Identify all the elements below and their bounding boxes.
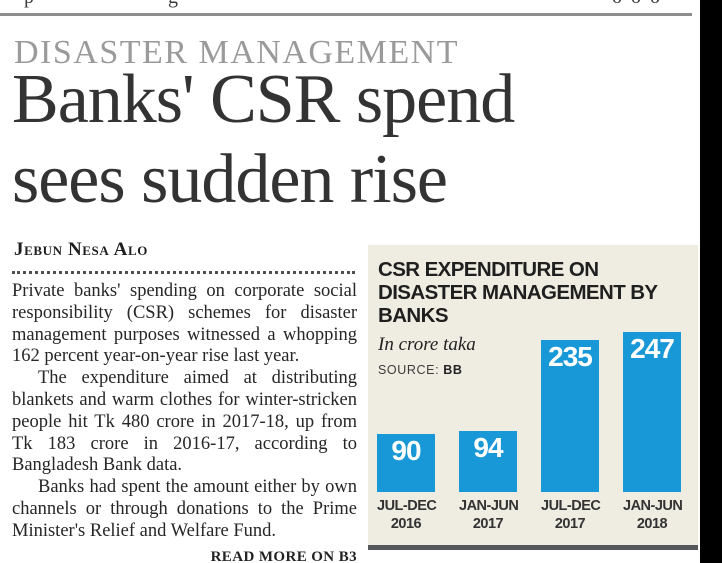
source-label: SOURCE: [378, 363, 440, 377]
body-paragraph: Private banks' spending on corporate soc… [12, 281, 357, 367]
cropped-text-fragment: p [24, 0, 36, 9]
chart-unit-note: In crore taka [378, 334, 476, 355]
byline-dotted-rule [12, 271, 355, 274]
bar-value-label: 247 [630, 333, 675, 364]
body-paragraph: Banks had spent the amount either by own… [12, 477, 357, 541]
bar-value-label: 90 [391, 435, 421, 466]
bar: 247 [623, 332, 681, 492]
byline: Jebun Nesa Alo [14, 239, 148, 260]
cropped-text-fragment: o o o [612, 0, 662, 9]
page-edge-black-strip [700, 0, 722, 563]
source-value: BB [443, 363, 463, 377]
bar-column: 94 [459, 431, 517, 492]
bar-value-label: 235 [548, 341, 593, 372]
headline-line-2: sees sudden rise [12, 141, 448, 218]
read-more-pointer: READ MORE ON B3 [210, 548, 357, 563]
bar-category-label: JAN-JUN 2018 [623, 498, 683, 532]
headline-line-1: Banks' CSR spend [12, 61, 515, 138]
bar-column: 90 [377, 434, 435, 492]
body-paragraph: The expenditure aimed at distributing bl… [12, 368, 357, 476]
bar: 94 [459, 431, 517, 492]
bar-category-label: JAN-JUN 2017 [459, 498, 519, 532]
chart-source-line: SOURCE: BB [378, 363, 688, 377]
bar-column: 247 [623, 332, 681, 492]
bar-labels-row: JUL-DEC 2016 JAN-JUN 2017 JUL-DEC 2017 JAN-JUN… [377, 497, 683, 533]
cropped-top-text-row: p g o o o [0, 0, 700, 9]
cropped-text-fragment: g [168, 0, 180, 9]
chart-title: CSR EXPENDITURE ON DISASTER MANAGEMENT B… [378, 258, 658, 327]
section-kicker: DISASTER MANAGEMENT [14, 34, 459, 71]
article-headline: Banks' CSR spend sees sudden rise [12, 60, 515, 220]
bar-column: 235 [541, 340, 599, 492]
bar: 90 [377, 434, 435, 492]
bars-row: 90 94 235 247 [377, 330, 681, 492]
bar-category-label: JUL-DEC 2017 [541, 498, 601, 532]
bar-category-label: JUL-DEC 2016 [377, 498, 437, 532]
article-body-column: Private banks' spending on corporate soc… [12, 281, 357, 563]
bar-value-label: 94 [473, 432, 503, 463]
bar: 235 [541, 340, 599, 492]
csr-expenditure-chart-panel: CSR EXPENDITURE ON DISASTER MANAGEMENT B… [368, 245, 698, 550]
masthead-divider-rule [0, 13, 692, 16]
